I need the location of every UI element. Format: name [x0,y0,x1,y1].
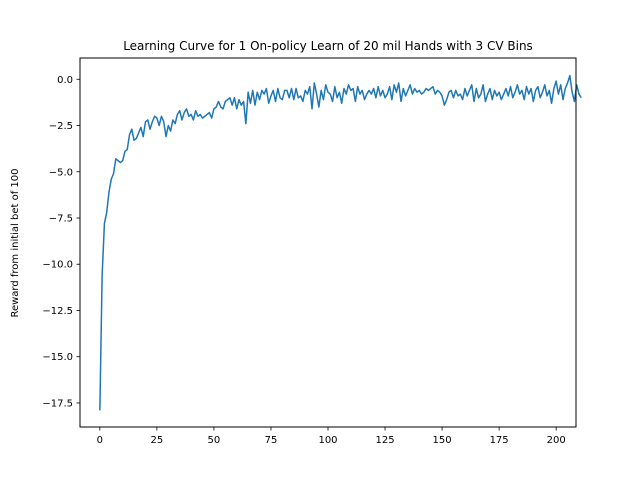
y-tick-label: −5.0 [49,167,73,178]
y-tick-label: −15.0 [42,352,73,363]
x-tick-label: 200 [547,435,566,446]
chart-title: Learning Curve for 1 On-policy Learn of … [123,39,533,53]
x-tick-label: 125 [375,435,394,446]
x-axis: 0 25 50 75 100 125 150 175 200 [97,427,566,446]
y-axis: 0.0 −2.5 −5.0 −7.5 −10.0 −12.5 −15.0 −17.5 [42,75,80,409]
x-tick-label: 25 [151,435,164,446]
y-tick-label: −2.5 [49,121,73,132]
x-tick-label: 75 [265,435,278,446]
x-tick-label: 50 [208,435,221,446]
x-tick-label: 150 [433,435,452,446]
y-tick-label: −10.0 [42,260,73,271]
plot-frame [79,57,577,428]
series-line-0 [99,74,582,411]
x-tick-label: 175 [490,435,509,446]
y-tick-label: −12.5 [42,306,73,317]
plot-line-layer [99,74,582,411]
y-tick-label: −7.5 [49,213,73,224]
x-tick-label: 100 [318,435,337,446]
y-tick-label: 0.0 [57,75,73,86]
x-tick-label: 0 [97,435,103,446]
y-tick-label: −17.5 [42,398,73,409]
y-axis-label: Reward from initial bet of 100 [10,168,21,317]
